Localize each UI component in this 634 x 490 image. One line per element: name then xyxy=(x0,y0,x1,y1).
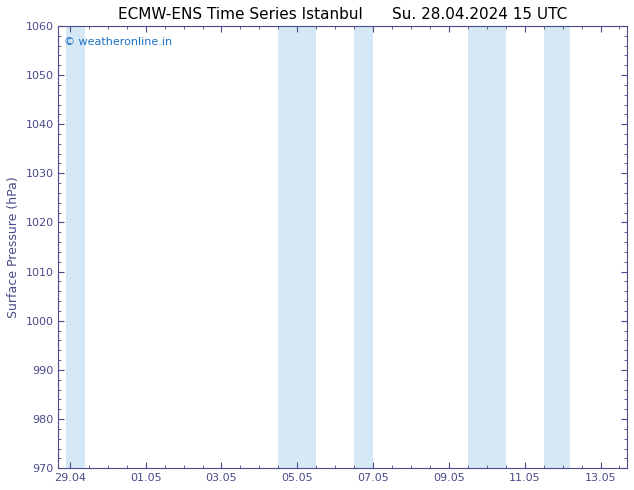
Text: © weatheronline.in: © weatheronline.in xyxy=(64,37,172,47)
Y-axis label: Surface Pressure (hPa): Surface Pressure (hPa) xyxy=(7,176,20,318)
Bar xyxy=(354,26,373,468)
Bar xyxy=(66,26,85,468)
Bar xyxy=(544,26,570,468)
Bar xyxy=(278,26,316,468)
Title: ECMW-ENS Time Series Istanbul      Su. 28.04.2024 15 UTC: ECMW-ENS Time Series Istanbul Su. 28.04.… xyxy=(118,7,567,22)
Bar xyxy=(468,26,506,468)
